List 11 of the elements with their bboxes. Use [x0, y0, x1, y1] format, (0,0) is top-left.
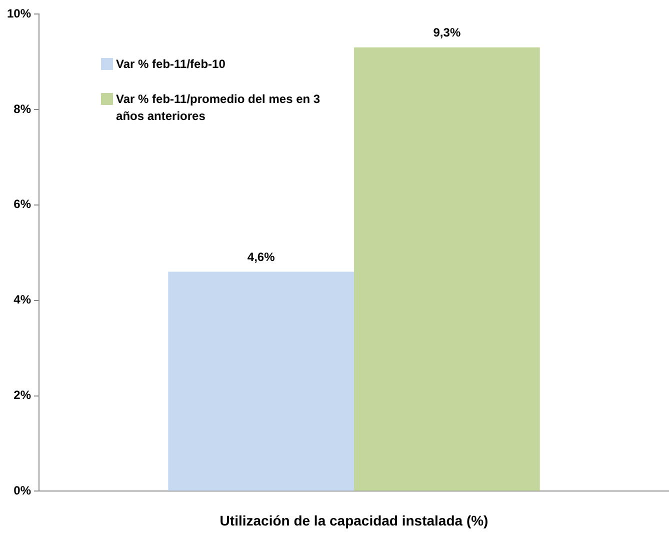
y-tick-label: 4% [14, 292, 32, 307]
y-tick-label: 0% [14, 484, 32, 498]
data-label: 9,3% [433, 26, 461, 40]
data-label: 4,6% [247, 250, 276, 264]
y-tick-label: 10% [6, 6, 32, 20]
legend-label: Var % feb-11/promedio del mes en 3 años anteriores [116, 91, 322, 125]
y-tick-label: 6% [14, 197, 32, 212]
y-tick-label: 2% [14, 388, 32, 402]
x-tick-label: Utilización de la capacidad instalada (%) [220, 512, 488, 528]
legend-label: Var % feb-11/feb-10 [116, 56, 226, 73]
y-tick-label: 8% [14, 102, 32, 116]
